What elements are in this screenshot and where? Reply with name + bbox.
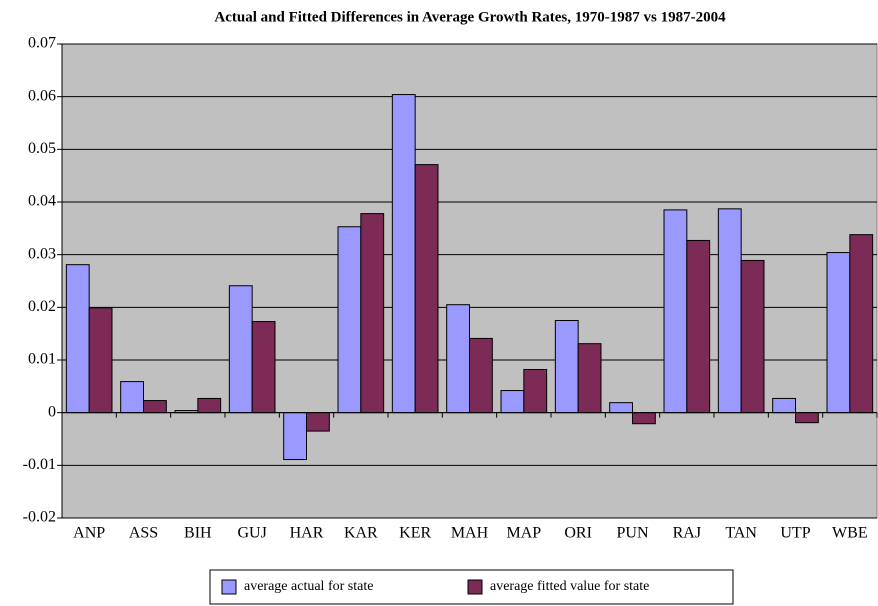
legend-swatch xyxy=(467,579,483,595)
bar xyxy=(414,164,439,414)
y-tick-label: 0.06 xyxy=(28,87,56,104)
y-tick-label: -0.02 xyxy=(23,509,56,526)
x-tick-label: GUJ xyxy=(237,525,266,542)
y-tick-label: 0.05 xyxy=(28,140,56,157)
bar xyxy=(120,381,144,414)
legend-label: average fitted value for state xyxy=(490,579,649,594)
bar xyxy=(228,285,253,414)
bar xyxy=(686,239,711,414)
bar xyxy=(500,390,525,414)
bar xyxy=(826,252,851,414)
x-tick-label: PUN xyxy=(616,525,648,542)
x-tick-label: HAR xyxy=(290,525,324,542)
x-tick-label: UTP xyxy=(780,525,810,542)
x-tick-label: ORI xyxy=(564,525,592,542)
bar xyxy=(772,397,796,414)
bar xyxy=(469,337,493,414)
bar xyxy=(306,412,330,432)
bar xyxy=(88,307,113,414)
bar xyxy=(849,234,874,414)
x-tick-label: RAJ xyxy=(673,525,701,542)
bar xyxy=(609,402,633,414)
bar xyxy=(717,208,742,414)
y-tick-label: 0.03 xyxy=(28,245,56,262)
x-tick-label: MAP xyxy=(506,525,541,542)
y-tick-label: 0 xyxy=(48,403,56,420)
bar xyxy=(65,264,90,414)
bar xyxy=(632,412,656,425)
bar xyxy=(197,397,222,414)
x-tick-label: ANP xyxy=(73,525,105,542)
y-tick-label: 0.02 xyxy=(28,298,56,315)
bar xyxy=(391,94,416,414)
legend-swatch xyxy=(221,579,237,595)
y-tick-label: 0.01 xyxy=(28,351,56,368)
bar xyxy=(795,412,819,424)
bar xyxy=(251,321,276,414)
bar xyxy=(283,412,307,461)
x-tick-label: MAH xyxy=(451,525,489,542)
x-tick-label: ASS xyxy=(129,525,158,542)
x-tick-label: TAN xyxy=(725,525,757,542)
bar xyxy=(446,304,470,414)
bar xyxy=(554,320,579,414)
x-tick-label: KER xyxy=(399,525,431,542)
y-tick-label: -0.01 xyxy=(23,456,56,473)
bar xyxy=(523,368,548,414)
x-tick-label: KAR xyxy=(344,525,378,542)
x-tick-label: WBE xyxy=(832,525,868,542)
bar xyxy=(143,400,167,414)
bar xyxy=(740,259,765,414)
y-tick-label: 0.04 xyxy=(28,193,56,210)
y-tick-label: 0.07 xyxy=(28,35,56,52)
x-tick-label: BIH xyxy=(184,525,212,542)
bar xyxy=(663,209,688,414)
bar xyxy=(360,213,385,414)
chart-title: Actual and Fitted Differences in Average… xyxy=(214,9,726,25)
bar xyxy=(577,343,602,414)
legend-label: average actual for state xyxy=(244,579,373,594)
bar xyxy=(337,226,362,414)
